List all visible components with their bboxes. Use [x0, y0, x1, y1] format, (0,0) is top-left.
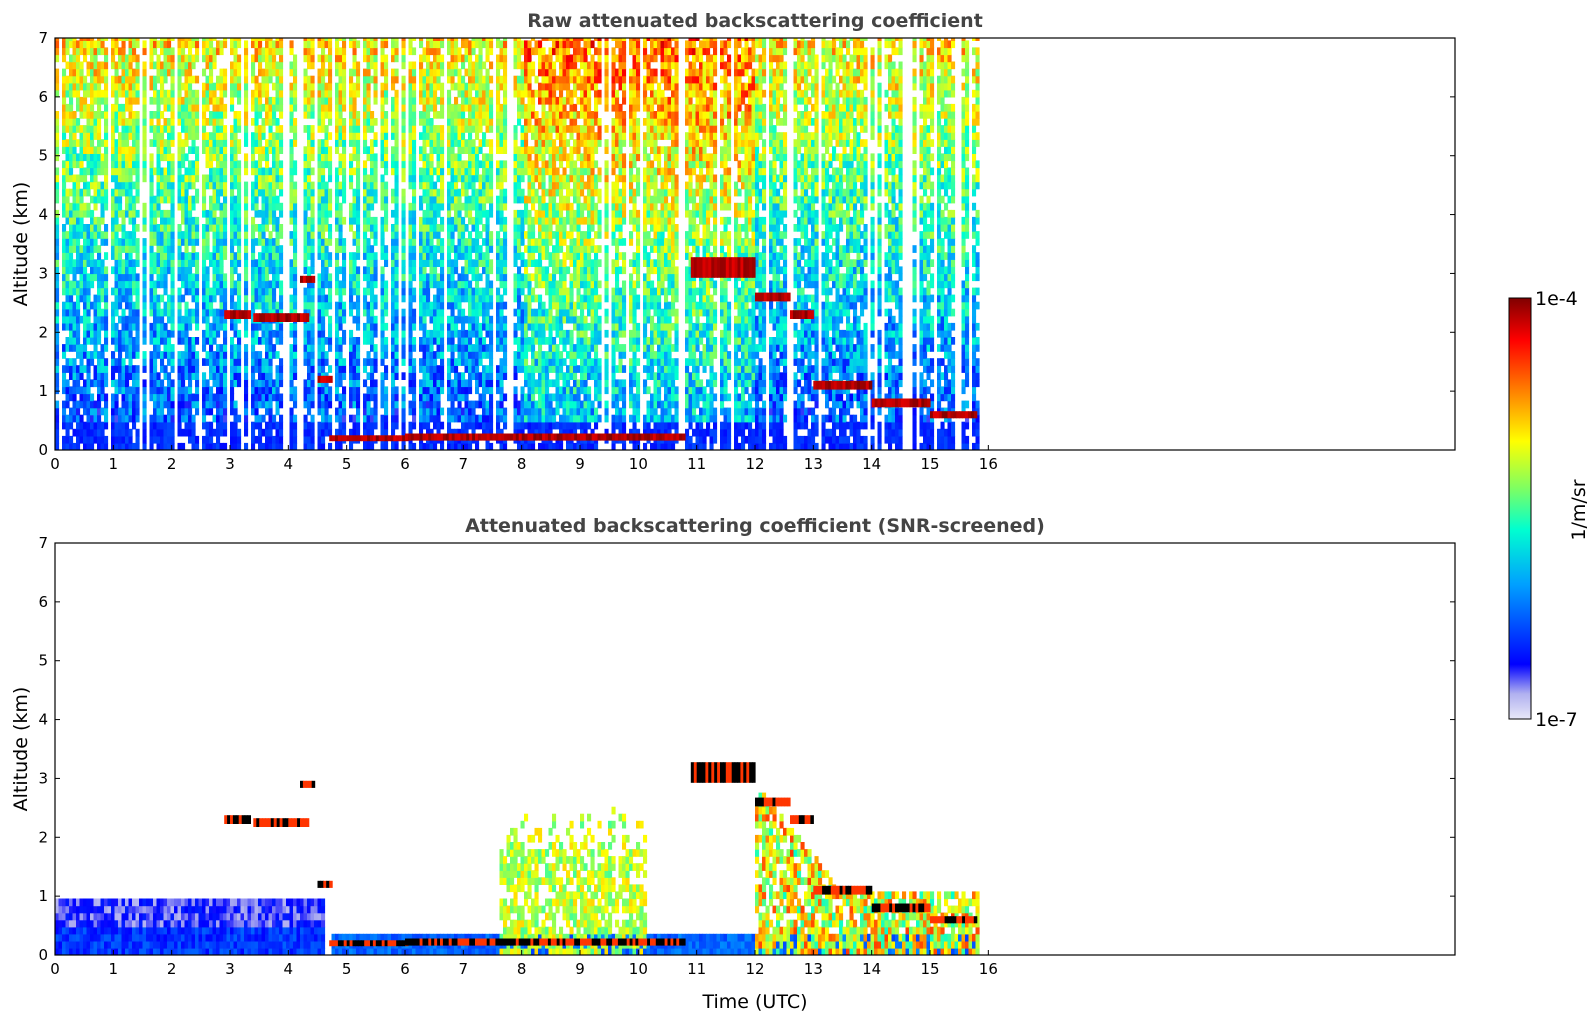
x-tick-label: 0 — [50, 455, 60, 473]
x-tick-label: 6 — [400, 455, 410, 473]
colorbar-min-label: 1e-7 — [1535, 709, 1578, 731]
x-tick-label: 11 — [687, 455, 706, 473]
y-tick-label: 5 — [38, 147, 48, 165]
y-tick-label: 3 — [38, 264, 48, 282]
x-tick-label: 1 — [109, 455, 119, 473]
x-tick-label: 4 — [284, 960, 294, 978]
x-axis-label: Time (UTC) — [701, 991, 807, 1013]
x-tick-label: 12 — [745, 455, 764, 473]
chart-title-snr: Attenuated backscattering coefficient (S… — [465, 515, 1045, 537]
y-axis-label-raw: Altitude (km) — [10, 182, 32, 307]
y-tick-label: 3 — [38, 769, 48, 787]
colorbar-gradient — [1508, 297, 1532, 720]
heatmap-raw — [55, 38, 980, 450]
x-tick-label: 16 — [979, 455, 998, 473]
y-tick-label: 7 — [38, 534, 48, 552]
colorbar: 1e-4 1e-7 1/m/sr — [1508, 288, 1590, 731]
x-tick-label: 16 — [979, 960, 998, 978]
y-tick-label: 0 — [38, 946, 48, 964]
y-tick-label: 2 — [38, 828, 48, 846]
x-tick-label: 14 — [862, 455, 881, 473]
x-tick-label: 2 — [167, 960, 177, 978]
x-tick-label: 2 — [167, 455, 177, 473]
x-tick-label: 11 — [687, 960, 706, 978]
colorbar-unit-label: 1/m/sr — [1568, 479, 1590, 540]
x-tick-label: 0 — [50, 960, 60, 978]
heatmap-snr — [55, 762, 980, 955]
x-tick-label: 10 — [629, 455, 648, 473]
y-tick-label: 1 — [38, 382, 48, 400]
x-tick-label: 12 — [745, 960, 764, 978]
x-tick-label: 9 — [575, 455, 585, 473]
x-tick-label: 8 — [517, 960, 527, 978]
y-tick-label: 6 — [38, 593, 48, 611]
x-tick-label: 3 — [225, 455, 235, 473]
x-tick-label: 3 — [225, 960, 235, 978]
x-tick-label: 9 — [575, 960, 585, 978]
x-tick-label: 10 — [629, 960, 648, 978]
x-tick-label: 4 — [284, 455, 294, 473]
x-tick-label: 5 — [342, 455, 352, 473]
x-tick-label: 6 — [400, 960, 410, 978]
x-tick-label: 1 — [109, 960, 119, 978]
y-tick-label: 4 — [38, 206, 48, 224]
panel-raw: Raw attenuated backscattering coefficien… — [10, 10, 1456, 473]
x-tick-label: 5 — [342, 960, 352, 978]
y-tick-label: 7 — [38, 29, 48, 47]
y-axis-label-snr: Altitude (km) — [10, 687, 32, 812]
x-tick-label: 13 — [804, 960, 823, 978]
y-tick-label: 5 — [38, 652, 48, 670]
y-tick-label: 4 — [38, 711, 48, 729]
y-tick-label: 2 — [38, 323, 48, 341]
x-tick-label: 13 — [804, 455, 823, 473]
x-tick-label: 7 — [459, 960, 469, 978]
y-tick-label: 1 — [38, 887, 48, 905]
x-tick-label: 8 — [517, 455, 527, 473]
x-tick-label: 15 — [920, 455, 939, 473]
x-tick-label: 15 — [920, 960, 939, 978]
y-tick-label: 0 — [38, 441, 48, 459]
x-tick-label: 7 — [459, 455, 469, 473]
y-tick-label: 6 — [38, 88, 48, 106]
panel-snr: Attenuated backscattering coefficient (S… — [10, 515, 1456, 1013]
colorbar-max-label: 1e-4 — [1535, 288, 1578, 310]
x-tick-label: 14 — [862, 960, 881, 978]
chart-title-raw: Raw attenuated backscattering coefficien… — [527, 10, 983, 32]
